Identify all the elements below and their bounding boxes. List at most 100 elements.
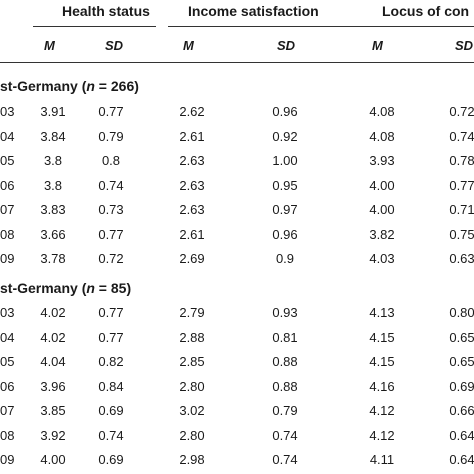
table-cell: 0.9 (275, 251, 295, 266)
table-cell: 2.61 (179, 226, 205, 242)
table-cell: 2.63 (179, 153, 205, 168)
row-year: 06 (0, 177, 15, 193)
table-cell: 0.64 (449, 452, 474, 467)
row-year: 05 (0, 153, 15, 168)
table-cell: 3.78 (40, 251, 66, 266)
section-label-1: st-Germany (n = 266) (0, 78, 139, 94)
row-year: 07 (0, 403, 15, 418)
col-group-locus-of-control: Locus of con (382, 3, 470, 19)
table-cell: 0.66 (449, 403, 474, 418)
table-cell: 4.16 (369, 378, 395, 394)
group-rule-health (33, 26, 156, 27)
table-cell: 0.78 (449, 153, 474, 168)
table-cell: 3.8 (43, 153, 63, 168)
col-group-income-satisfaction: Income satisfaction (188, 3, 319, 19)
table-cell: 4.00 (40, 452, 66, 467)
table-cell: 3.8 (43, 177, 63, 193)
table-cell: 3.84 (40, 128, 66, 144)
table-cell: 0.77 (98, 104, 124, 119)
col-group-health-status: Health status (62, 3, 150, 19)
table-cell: 0.74 (98, 177, 124, 193)
table-cell: 2.63 (179, 202, 205, 217)
row-year: 05 (0, 354, 15, 369)
subcol-income-m: M (183, 38, 194, 53)
table-cell: 0.71 (449, 202, 474, 217)
table-cell: 0.84 (98, 378, 124, 394)
subcol-health-m: M (44, 38, 55, 53)
row-year: 09 (0, 251, 15, 266)
table-cell: 3.91 (40, 104, 66, 119)
table-cell: 0.72 (449, 104, 474, 119)
table-cell: 0.69 (449, 378, 474, 394)
table-cell: 0.74 (272, 452, 298, 467)
table-cell: 3.93 (369, 153, 395, 168)
table-cell: 0.77 (98, 329, 124, 345)
table-cell: 0.80 (449, 305, 474, 320)
row-year: 04 (0, 128, 15, 144)
table-cell: 2.69 (179, 251, 205, 266)
table-cell: 4.08 (369, 128, 395, 144)
table-cell: 4.11 (369, 452, 395, 467)
table-cell: 0.96 (272, 226, 298, 242)
table-cell: 0.64 (449, 427, 474, 443)
table-cell: 4.12 (369, 403, 395, 418)
table-cell: 3.85 (40, 403, 66, 418)
group-rule-locus (360, 26, 474, 27)
table-cell: 2.79 (179, 305, 205, 320)
table-cell: 0.74 (98, 427, 124, 443)
table-cell: 0.69 (98, 403, 124, 418)
table-cell: 0.95 (272, 177, 298, 193)
table-cell: 0.79 (272, 403, 298, 418)
table-cell: 0.82 (98, 354, 124, 369)
header-bottom-rule (0, 62, 474, 63)
table-cell: 0.96 (272, 104, 298, 119)
table-cell: 2.62 (179, 104, 205, 119)
row-year: 09 (0, 452, 15, 467)
table-cell: 2.85 (179, 354, 205, 369)
table-cell: 2.88 (179, 329, 205, 345)
table-cell: 4.03 (369, 251, 395, 266)
table-cell: 0.92 (272, 128, 298, 144)
subcol-income-sd: SD (277, 38, 296, 53)
table-cell: 0.74 (449, 128, 474, 144)
table-cell: 3.92 (40, 427, 66, 443)
table-cell: 2.63 (179, 177, 205, 193)
table-cell: 4.12 (369, 427, 395, 443)
table-cell: 2.98 (179, 452, 205, 467)
table-cell: 0.88 (272, 378, 298, 394)
table-cell: 0.88 (272, 354, 298, 369)
table-cell: 4.08 (369, 104, 395, 119)
table-cell: 4.00 (369, 202, 395, 217)
table-cell: 0.93 (272, 305, 298, 320)
row-year: 03 (0, 305, 15, 320)
table-cell: 3.82 (369, 226, 395, 242)
table-cell: 0.75 (449, 226, 474, 242)
table-cell: 4.00 (369, 177, 395, 193)
table-cell: 4.02 (40, 305, 66, 320)
table-cell: 3.83 (40, 202, 66, 217)
table-cell: 0.77 (98, 226, 124, 242)
table-cell: 0.63 (449, 251, 474, 266)
table-cell: 4.15 (369, 329, 395, 345)
table-cell: 0.79 (98, 128, 124, 144)
table-cell: 0.65 (449, 329, 474, 345)
table-cell: 4.15 (369, 354, 395, 369)
row-year: 08 (0, 427, 15, 443)
table-cell: 3.96 (40, 378, 66, 394)
row-year: 04 (0, 329, 15, 345)
table-cell: 0.8 (101, 153, 121, 168)
table-cell: 1.00 (272, 153, 298, 168)
table-cell: 4.04 (40, 354, 66, 369)
table-cell: 4.02 (40, 329, 66, 345)
table-cell: 0.69 (98, 452, 124, 467)
table-cell: 2.80 (179, 378, 205, 394)
table-cell: 0.74 (272, 427, 298, 443)
subcol-health-sd: SD (105, 38, 124, 53)
table-cell: 0.72 (98, 251, 124, 266)
table-cell: 0.65 (449, 354, 474, 369)
table-cell: 0.97 (272, 202, 298, 217)
section-label-2: st-Germany (n = 85) (0, 280, 132, 296)
table-cell: 4.13 (369, 305, 395, 320)
table-cell: 0.73 (98, 202, 124, 217)
